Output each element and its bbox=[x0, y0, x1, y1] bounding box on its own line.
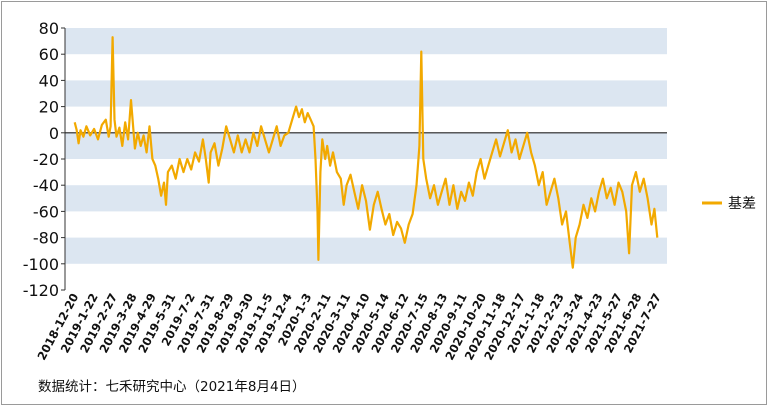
y-tick-label: -100 bbox=[23, 255, 59, 274]
y-tick-label: -80 bbox=[33, 229, 59, 248]
y-tick-label: 40 bbox=[39, 71, 59, 90]
y-tick-label: 20 bbox=[39, 98, 59, 117]
legend: 基差 bbox=[702, 195, 756, 212]
series-line-basis bbox=[73, 36, 659, 269]
source-note: 数据统计：七禾研究中心（2021年8月4日） bbox=[38, 379, 306, 395]
grid-band bbox=[65, 28, 667, 55]
y-axis: -120 -100 -80 -60 -40 -20 0 20 40 60 80 bbox=[23, 19, 667, 300]
grid-band bbox=[65, 237, 667, 264]
grid-band bbox=[65, 132, 667, 159]
legend-label-basis: 基差 bbox=[728, 195, 756, 212]
grid-bands bbox=[65, 28, 667, 264]
y-tick-label: -120 bbox=[23, 281, 59, 300]
y-tick-label: -60 bbox=[33, 202, 59, 221]
grid-band bbox=[65, 80, 667, 107]
series-layer bbox=[73, 36, 659, 269]
y-tick-label: 0 bbox=[49, 124, 59, 143]
y-tick-label: 60 bbox=[39, 45, 59, 64]
x-axis: 2018-12-202019-1-222019-2-272019-3-28201… bbox=[34, 291, 663, 363]
y-tick-label: 80 bbox=[39, 19, 59, 38]
y-tick-label: -20 bbox=[33, 150, 59, 169]
y-tick-label: -40 bbox=[33, 176, 59, 195]
